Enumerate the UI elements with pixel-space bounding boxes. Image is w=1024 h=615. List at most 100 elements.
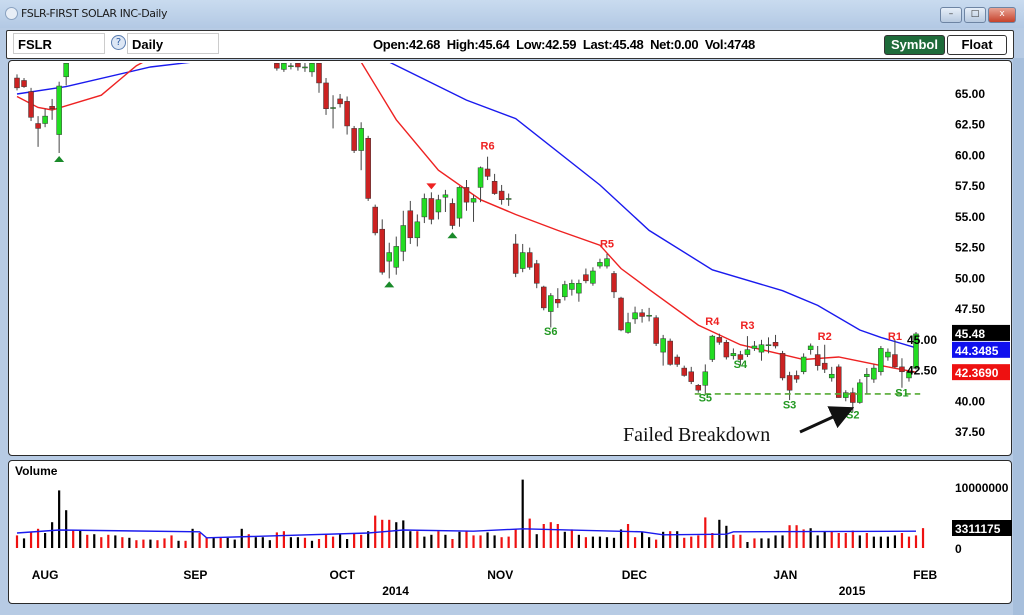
candle xyxy=(463,180,470,211)
period-input[interactable]: Daily xyxy=(127,33,219,54)
candle xyxy=(828,366,835,382)
candle-body xyxy=(632,312,638,320)
maximize-button[interactable]: □ xyxy=(964,7,986,23)
volume-title: Volume xyxy=(15,464,58,478)
close-button[interactable]: x xyxy=(988,7,1016,23)
candle xyxy=(857,379,863,404)
candle-body xyxy=(814,354,821,366)
level-label-s6: S6 xyxy=(544,326,557,338)
volume-ma-line xyxy=(16,528,917,539)
volume-axis: 10000000 0 3311175 xyxy=(952,481,1012,556)
candle-body xyxy=(337,98,343,105)
candle-body xyxy=(737,354,744,360)
candle xyxy=(428,192,435,225)
candle xyxy=(660,334,666,366)
candle-body xyxy=(758,344,765,353)
candle-body xyxy=(470,198,477,203)
last-price-badge-bg xyxy=(952,324,1010,341)
up-triangle-icon xyxy=(384,281,395,288)
candle-body xyxy=(555,299,561,304)
candle-body xyxy=(526,252,533,268)
candle xyxy=(414,214,421,247)
candle xyxy=(365,135,371,201)
candle-body xyxy=(428,198,435,220)
level-label-s1: S1 xyxy=(895,387,908,399)
symbol-input[interactable]: FSLR xyxy=(13,33,105,54)
month-label: OCT xyxy=(330,568,356,582)
candle xyxy=(618,296,624,332)
candle xyxy=(864,368,870,394)
candle-body xyxy=(435,199,442,213)
float-button[interactable]: Float xyxy=(947,35,1007,55)
candle xyxy=(814,345,821,371)
candle-body xyxy=(512,243,519,274)
candle-body xyxy=(625,322,631,333)
candle xyxy=(351,125,357,153)
candle-body xyxy=(56,85,62,135)
minimize-button[interactable]: – xyxy=(940,7,962,23)
candle xyxy=(302,63,308,72)
price-tick-label: 40.00 xyxy=(955,394,985,408)
candle xyxy=(400,210,407,262)
candle-body xyxy=(358,128,364,151)
candle-body xyxy=(302,66,308,69)
candle xyxy=(548,293,554,328)
candle-body xyxy=(871,367,877,380)
candle-body xyxy=(477,167,484,188)
candle-body xyxy=(807,345,814,350)
month-label: NOV xyxy=(487,568,513,582)
help-icon[interactable]: ? xyxy=(111,35,126,50)
candle xyxy=(379,219,385,275)
candle-body xyxy=(695,385,702,391)
volume-badge-bg xyxy=(952,520,1012,536)
candle xyxy=(288,63,294,70)
candle xyxy=(695,384,702,393)
price-tick-label: 62.50 xyxy=(955,118,985,132)
level-label-r3: R3 xyxy=(740,320,754,332)
candle xyxy=(590,267,596,286)
month-label: FEB xyxy=(913,568,937,582)
candle-body xyxy=(878,348,884,373)
candle-body xyxy=(541,286,547,309)
candle-body xyxy=(639,312,645,317)
candle xyxy=(533,259,540,289)
candle xyxy=(337,94,343,108)
ma-fast-badge: 42.3690 xyxy=(955,366,999,380)
up-triangle-icon xyxy=(54,155,65,162)
candle xyxy=(569,279,575,296)
candle xyxy=(484,156,491,181)
candle xyxy=(878,345,884,376)
candle-body xyxy=(281,63,287,70)
candle-body xyxy=(604,258,610,267)
candle-body xyxy=(835,366,842,398)
candle-body xyxy=(562,284,568,298)
candle xyxy=(899,358,905,388)
candle xyxy=(562,280,568,301)
candle-body xyxy=(611,273,617,293)
candle xyxy=(688,366,694,385)
candle-body xyxy=(843,392,849,398)
price-tick-label: 47.50 xyxy=(955,302,985,316)
price-tick-label: 65.00 xyxy=(955,87,985,101)
level-label-s5: S5 xyxy=(699,392,712,404)
candle xyxy=(358,122,364,171)
candle xyxy=(885,348,891,361)
candle-body xyxy=(28,91,34,118)
candle xyxy=(63,63,69,86)
level-label-r2: R2 xyxy=(818,331,832,343)
candle xyxy=(765,337,772,354)
level-label-r4: R4 xyxy=(705,316,720,328)
arrow-icon xyxy=(799,406,855,434)
volume-tick-label: 10000000 xyxy=(955,481,1009,495)
candle xyxy=(913,331,919,370)
candle xyxy=(477,166,484,203)
candle-body xyxy=(899,366,905,373)
candle-body xyxy=(709,335,716,360)
candle xyxy=(807,343,814,355)
symbol-button[interactable]: Symbol xyxy=(884,35,945,55)
candle xyxy=(386,242,392,279)
candle xyxy=(498,184,505,205)
price-tick-label: 55.00 xyxy=(955,210,985,224)
candle xyxy=(843,390,849,402)
candle xyxy=(786,371,793,401)
